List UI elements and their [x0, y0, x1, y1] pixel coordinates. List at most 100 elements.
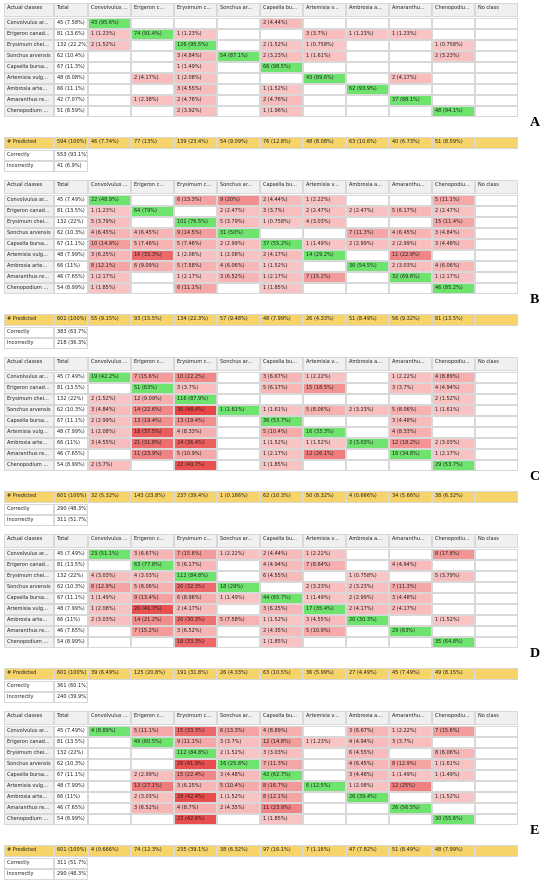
matrix-cell: [346, 18, 389, 29]
matrix-cell: [432, 95, 475, 106]
matrix-cell: 2 (4.17%): [260, 250, 303, 261]
predicted-cell: 48 (7.99%): [260, 314, 303, 326]
matrix-cell: [131, 195, 174, 206]
matrix-cell: 8 (17.8%): [432, 549, 475, 560]
matrix-cell: [432, 84, 475, 95]
row-total: 62 (10.3%): [54, 759, 88, 770]
predicted-cell: 36 (5.99%): [303, 668, 346, 680]
matrix-cell: [346, 637, 389, 648]
matrix-cell: 2 (4.17%): [389, 73, 432, 84]
matrix-cell: 7 (15.2%): [131, 626, 174, 637]
matrix-cell: [346, 372, 389, 383]
column-header: Erigeron c...: [131, 180, 174, 194]
column-header: Artemisia v...: [303, 534, 346, 548]
predicted-cell: 34 (5.66%): [389, 491, 432, 503]
row-label: Ambrosia arte...: [4, 792, 54, 803]
matrix-cell: [260, 394, 303, 405]
matrix-cell: [346, 383, 389, 394]
column-header: Artemisia v...: [303, 357, 346, 371]
predicted-cell: 48 (8.08%): [303, 137, 346, 149]
matrix-cell: [475, 51, 518, 62]
matrix-cell: [475, 582, 518, 593]
matrix-cell: 7 (15.6%): [174, 549, 217, 560]
matrix-cell: [389, 195, 432, 206]
matrix-cell: 11 (23.9%): [131, 449, 174, 460]
matrix-cell: 2 (2.47%): [432, 206, 475, 217]
row-label: Capsella bursa...: [4, 770, 54, 781]
matrix-cell: 5 (7.46%): [131, 239, 174, 250]
predicted-cell: 39 (6.49%): [88, 668, 131, 680]
matrix-cell: [303, 261, 346, 272]
matrix-cell: [303, 18, 346, 29]
matrix-cell: 20 (32.3%): [174, 582, 217, 593]
matrix-cell: 44 (65.7%): [260, 593, 303, 604]
matrix-cell: 4 (6.45%): [88, 228, 131, 239]
matrix-cell: 2 (2.99%): [389, 239, 432, 250]
column-header: Capsella bu...: [260, 3, 303, 17]
column-header: Amaranthu...: [389, 3, 432, 17]
matrix-cell: 4 (4.94%): [432, 383, 475, 394]
matrix-cell: 1 (2.22%): [303, 549, 346, 560]
matrix-cell: [303, 460, 346, 471]
row-total: 132 (22%): [54, 571, 88, 582]
matrix-cell: 4 (8.7%): [174, 803, 217, 814]
matrix-cell: 1 (1.61%): [260, 405, 303, 416]
matrix-cell: [174, 18, 217, 29]
column-header: Erigeron c...: [131, 711, 174, 725]
matrix-cell: [217, 427, 260, 438]
matrix-cell: [475, 372, 518, 383]
column-header: Chenopodiu...: [432, 357, 475, 371]
predicted-cell: 594 (100%): [54, 137, 88, 149]
matrix-cell: 2 (4.76%): [260, 95, 303, 106]
matrix-cell: [303, 792, 346, 803]
matrix-cell: [217, 372, 260, 383]
predicted-cell: 143 (23.8%): [131, 491, 174, 503]
row-total: 62 (10.3%): [54, 228, 88, 239]
row-total: 67 (11.1%): [54, 593, 88, 604]
matrix-cell: 11 (22.9%): [389, 250, 432, 261]
matrix-cell: 1 (1.61%): [432, 759, 475, 770]
matrix-cell: [131, 272, 174, 283]
column-header: Sonchus ar...: [217, 3, 260, 17]
matrix-cell: [475, 449, 518, 460]
row-total: 46 (7.65%): [54, 803, 88, 814]
matrix-cell: [303, 748, 346, 759]
predicted-cell: 51 (8.59%): [432, 137, 475, 149]
column-header: Convolvulus ...: [88, 180, 131, 194]
row-label: Erysimum chei...: [4, 394, 54, 405]
matrix-cell: 8 (16.7%): [260, 781, 303, 792]
row-label: Chenopodium ...: [4, 814, 54, 825]
matrix-cell: [131, 84, 174, 95]
matrix-cell: [475, 394, 518, 405]
column-header: Sonchus ar...: [217, 711, 260, 725]
incorrect-count: 290 (48.3%): [54, 869, 88, 880]
row-label: Erigeron canad...: [4, 737, 54, 748]
matrix-cell: 1 (2.38%): [131, 95, 174, 106]
row-label: Erysimum chei...: [4, 217, 54, 228]
correct-count: 290 (48.3%): [54, 504, 88, 515]
predicted-cell: 49 (8.15%): [432, 668, 475, 680]
matrix-cell: 74 (91.4%): [131, 29, 174, 40]
matrix-cell: [346, 416, 389, 427]
predicted-cell: 26 (4.33%): [303, 314, 346, 326]
matrix-cell: [217, 626, 260, 637]
matrix-cell: 14 (21.2%): [131, 615, 174, 626]
matrix-cell: [131, 814, 174, 825]
predicted-cell: 4 (0.666%): [346, 491, 389, 503]
row-total: 132 (22%): [54, 394, 88, 405]
row-total: 48 (7.99%): [54, 427, 88, 438]
matrix-cell: 6 (4.55%): [346, 748, 389, 759]
matrix-cell: 3 (3.03%): [260, 748, 303, 759]
row-label: Artemisia vulg...: [4, 427, 54, 438]
matrix-cell: [475, 206, 518, 217]
matrix-cell: 2 (4.17%): [389, 604, 432, 615]
matrix-cell: 1 (1.85%): [260, 283, 303, 294]
matrix-cell: 48 (94.1%): [432, 106, 475, 117]
row-total: 45 (7.49%): [54, 549, 88, 560]
column-header: Chenopodiu...: [432, 180, 475, 194]
matrix-cell: 2 (2.47%): [217, 206, 260, 217]
column-header: No class: [475, 357, 518, 371]
matrix-cell: 9 (20%): [217, 195, 260, 206]
matrix-cell: [475, 73, 518, 84]
matrix-cell: 3 (4.55%): [88, 438, 131, 449]
